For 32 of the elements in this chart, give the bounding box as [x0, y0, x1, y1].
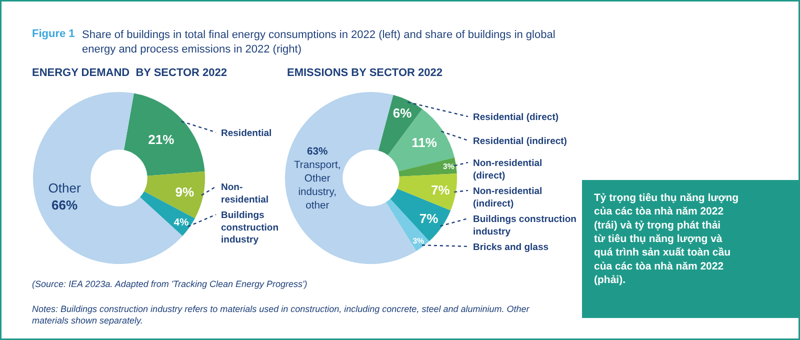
text: Share of buildings in total final energy consumptions in 2022 (left) and share of buildings in global energy and process emissions in 2022 (right): [82, 29, 556, 56]
text: Notes: Buildings construction industry refers to materials used in construction, including concrete, steel and aluminium. Other materials shown separately.: [32, 304, 530, 326]
caption: Figure 1: [32, 28, 75, 40]
slice-label: Buildings construction industry: [473, 214, 577, 238]
text: (Source: IEA 2023a. Adapted from 'Tracking Clean Energy Progress'): [32, 279, 308, 289]
chart-title: EMISSIONS BY SECTOR 2022: [287, 67, 442, 79]
donut-slice: [398, 157, 457, 177]
chart-title: ENERGY DEMAND BY SECTOR 2022: [32, 67, 228, 79]
slice-label: Residential: [221, 128, 272, 139]
data-label: 7%: [419, 210, 439, 226]
slice-label: Buildings construction industry: [221, 210, 279, 246]
donut-slice: [124, 93, 205, 176]
donut-slice: [388, 108, 455, 172]
slice-label: Residential (indirect): [473, 136, 567, 147]
data-label: 4%: [174, 218, 189, 229]
data-label: 9%: [175, 184, 194, 200]
data-label: 7%: [430, 182, 450, 198]
slice-label: Non-residential: [221, 182, 269, 206]
slice-label: Residential (direct): [473, 112, 559, 123]
data-label: 63%: [306, 146, 328, 158]
slice-label: Transport, Other industry, other: [294, 160, 341, 212]
slice-label: Non-residential (indirect): [473, 186, 542, 210]
data-label: 21%: [148, 132, 175, 148]
data-label: 66%: [52, 197, 78, 212]
donut-slice: [397, 174, 457, 210]
slice-label: Bricks and glass: [473, 242, 549, 253]
slice-label: Other: [48, 180, 82, 196]
donut-slice: [144, 171, 205, 218]
slice-label: Non-residential (direct): [473, 158, 542, 182]
data-label: 11%: [412, 134, 438, 150]
text: Tỷ trọng tiêu thụ năng lượng của các tòa nhà năm 2022 (trái) và tỷ trọng phát thải từ tiêu thụ năng lượng và quá trình sản xuất toàn cầu của các tòa nhà năm 2022 (phải).: [594, 192, 739, 286]
data-label: 6%: [392, 105, 412, 120]
